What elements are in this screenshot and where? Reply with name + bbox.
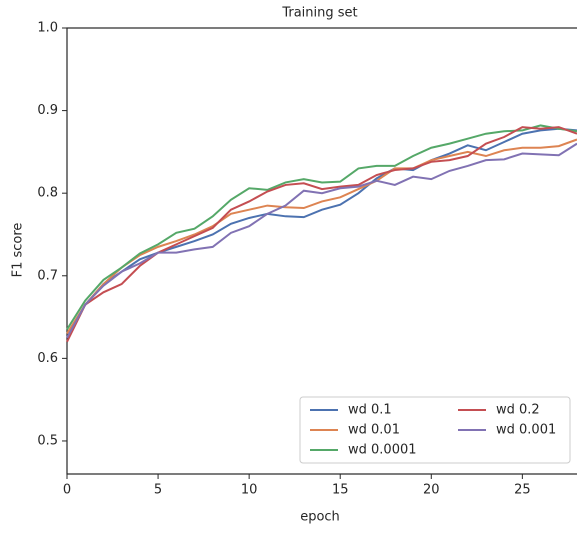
x-tick-label: 0 bbox=[63, 483, 71, 498]
y-tick-label: 0.9 bbox=[37, 103, 58, 118]
x-axis-label: epoch bbox=[300, 510, 340, 525]
series-line bbox=[66, 142, 577, 339]
x-tick-label: 10 bbox=[241, 483, 258, 498]
legend-box bbox=[299, 396, 571, 464]
plot-frame bbox=[66, 27, 577, 475]
y-axis-label: F1 score bbox=[11, 223, 26, 278]
legend-label: wd 0.0001 bbox=[348, 443, 417, 458]
legend: wd 0.1 wd 0.01 wd 0.0001 wd 0.2 wd 0.001 bbox=[299, 396, 571, 464]
y-tick-label: 0.7 bbox=[37, 268, 58, 283]
legend-label: wd 0.2 bbox=[496, 403, 540, 418]
legend-label: wd 0.001 bbox=[496, 423, 556, 438]
chart-title: Training set bbox=[281, 6, 357, 21]
x-tick-label: 25 bbox=[514, 483, 531, 498]
x-tick-label: 20 bbox=[423, 483, 440, 498]
y-tick-label: 0.8 bbox=[37, 186, 58, 201]
legend-label: wd 0.1 bbox=[348, 403, 392, 418]
series-line bbox=[66, 138, 577, 335]
series-line bbox=[66, 124, 577, 330]
x-tick-label: 15 bbox=[332, 483, 349, 498]
y-tick-label: 0.6 bbox=[37, 351, 58, 366]
series-line bbox=[66, 127, 577, 339]
legend-label: wd 0.01 bbox=[348, 423, 400, 438]
y-tick-label: 0.5 bbox=[37, 433, 58, 448]
x-tick-label: 5 bbox=[154, 483, 162, 498]
y-tick-label: 1.0 bbox=[37, 21, 58, 36]
